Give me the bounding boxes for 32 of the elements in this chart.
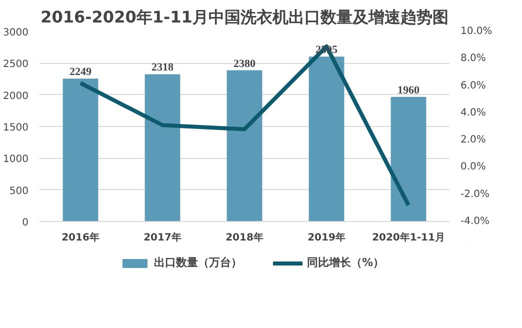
- y-tick-label: 1000: [3, 154, 29, 166]
- bar: [62, 78, 98, 222]
- y-tick-label: 0: [22, 218, 29, 228]
- y-tick-label: 2000: [3, 90, 29, 102]
- bar: [226, 70, 262, 222]
- bar: [308, 56, 344, 222]
- data-label: 2249: [70, 66, 92, 78]
- y2-tick-label: -2.0%: [460, 188, 490, 200]
- bar: [144, 74, 180, 222]
- data-label: 2380: [234, 58, 256, 70]
- data-label: 1960: [398, 84, 420, 96]
- y2-tick-label: 6.0%: [460, 80, 486, 92]
- x-tick-label: 2018年: [226, 232, 264, 244]
- y2-tick-label: 4.0%: [460, 107, 486, 118]
- data-label: 2318: [152, 62, 174, 74]
- legend-label: 同比增长（%）: [306, 255, 384, 270]
- chart-title: 2016-2020年1-11月中国洗衣机出口数量及增速趋势图: [40, 8, 448, 26]
- y-tick-label: 3000: [3, 28, 29, 38]
- x-tick-label: 2020年1-11月: [372, 232, 445, 244]
- x-tick-label: 2016年: [62, 232, 100, 244]
- y2-tick-label: 8.0%: [460, 53, 486, 64]
- legend-label: 出口数量（万台）: [154, 255, 242, 270]
- x-tick-label: 2019年: [308, 232, 346, 244]
- x-tick-label: 2017年: [144, 232, 182, 244]
- y-tick-label: 1500: [3, 122, 29, 134]
- y2-tick-label: -4.0%: [460, 216, 490, 227]
- y-tick-label: 2500: [3, 59, 29, 70]
- y-tick-label: 500: [9, 186, 29, 197]
- y2-tick-label: 0.0%: [460, 162, 486, 173]
- y2-tick-label: 2.0%: [460, 134, 486, 146]
- bar: [390, 96, 426, 222]
- y2-tick-label: 10.0%: [460, 26, 492, 37]
